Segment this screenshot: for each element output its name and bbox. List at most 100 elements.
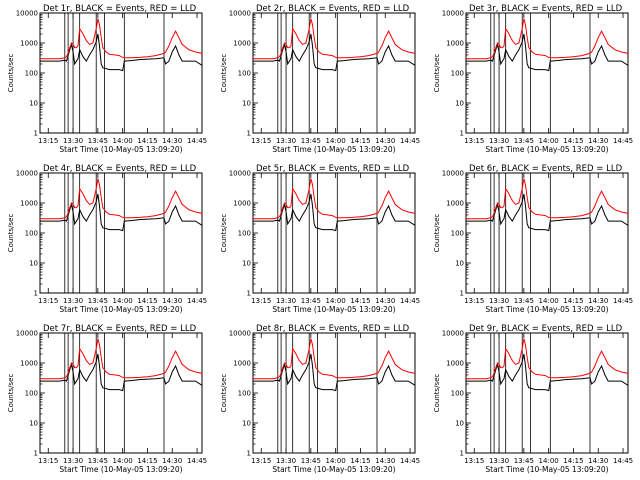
series-events-line <box>253 353 416 392</box>
y-axis-label: Counts/sec <box>433 214 441 253</box>
y-tick-label: 1 <box>247 130 251 138</box>
x-axis-label: Start Time (10-May-05 13:09:20) <box>272 465 395 474</box>
series-lld-line <box>466 338 629 380</box>
x-tick-label: 14:00 <box>113 457 133 465</box>
panel-title: Det 3r, BLACK = Events, RED = LLD <box>469 4 623 14</box>
x-tick-label: 14:30 <box>588 137 608 145</box>
x-tick-label: 13:45 <box>514 297 534 305</box>
panel-title: Det 6r, BLACK = Events, RED = LLD <box>469 164 623 174</box>
x-tick-label: 14:30 <box>162 137 182 145</box>
plot-frame <box>252 332 416 454</box>
x-tick-label: 14:30 <box>588 457 608 465</box>
y-axis-label: Counts/sec <box>7 54 15 93</box>
y-tick-label: 10 <box>242 260 251 268</box>
x-axis-label: Start Time (10-May-05 13:09:20) <box>272 145 395 154</box>
series-events-line <box>40 33 203 72</box>
panel-det-8r: Det 8r, BLACK = Events, RED = LLD 1 10 100 1… <box>220 324 420 474</box>
panel-det-4r: Det 4r, BLACK = Events, RED = LLD 1 10 100 1… <box>7 164 207 314</box>
panel-title: Det 7r, BLACK = Events, RED = LLD <box>43 324 197 334</box>
x-tick-label: 13:15 <box>38 137 58 145</box>
y-tick-label: 100 <box>25 70 38 78</box>
x-tick-label: 14:45 <box>400 457 420 465</box>
series-events-line <box>40 353 203 392</box>
y-tick-label: 1 <box>247 290 251 298</box>
y-tick-label: 1000 <box>446 360 464 368</box>
y-axis-label: Counts/sec <box>220 214 228 253</box>
x-tick-label: 13:30 <box>276 297 296 305</box>
x-tick-label: 14:30 <box>375 137 395 145</box>
y-tick-label: 100 <box>451 230 464 238</box>
plot-frame <box>465 332 629 454</box>
x-tick-label: 14:30 <box>162 297 182 305</box>
x-tick-label: 14:45 <box>187 137 207 145</box>
x-tick-label: 13:45 <box>88 137 108 145</box>
series-lld-line <box>466 18 629 60</box>
series-lld-line <box>253 338 416 380</box>
x-tick-label: 13:30 <box>489 137 509 145</box>
y-tick-label: 10000 <box>442 330 464 338</box>
x-axis-label: Start Time (10-May-05 13:09:20) <box>59 305 182 314</box>
y-axis-label: Counts/sec <box>220 54 228 93</box>
y-tick-label: 10000 <box>16 10 38 18</box>
y-tick-label: 1000 <box>20 360 38 368</box>
panel-det-2r: Det 2r, BLACK = Events, RED = LLD 1 10 100 1… <box>220 4 420 154</box>
y-tick-label: 1 <box>34 450 38 458</box>
y-tick-label: 10 <box>29 420 38 428</box>
x-tick-label: 13:30 <box>489 297 509 305</box>
x-tick-label: 13:45 <box>301 297 321 305</box>
x-tick-label: 14:45 <box>400 297 420 305</box>
y-tick-label: 10 <box>29 260 38 268</box>
x-tick-label: 14:15 <box>563 457 583 465</box>
y-tick-label: 10 <box>29 100 38 108</box>
series-events-line <box>466 353 629 392</box>
y-tick-label: 100 <box>25 230 38 238</box>
panel-det-1r: Det 1r, BLACK = Events, RED = LLD 1 10 100 1… <box>7 4 207 154</box>
x-axis-label: Start Time (10-May-05 13:09:20) <box>59 145 182 154</box>
panel-det-6r: Det 6r, BLACK = Events, RED = LLD 1 10 100 1… <box>433 164 633 314</box>
y-tick-label: 1000 <box>446 200 464 208</box>
series-events-line <box>466 33 629 72</box>
x-tick-label: 13:15 <box>464 457 484 465</box>
x-tick-label: 14:15 <box>350 457 370 465</box>
series-events-line <box>40 193 203 232</box>
plot-frame <box>39 12 203 134</box>
x-axis-label: Start Time (10-May-05 13:09:20) <box>272 305 395 314</box>
series-lld-line <box>40 178 203 220</box>
x-tick-label: 14:00 <box>113 297 133 305</box>
y-tick-label: 100 <box>451 390 464 398</box>
x-tick-label: 13:45 <box>514 137 534 145</box>
x-tick-label: 14:00 <box>113 137 133 145</box>
x-tick-label: 13:45 <box>514 457 534 465</box>
x-tick-label: 14:45 <box>613 457 633 465</box>
panel-title: Det 2r, BLACK = Events, RED = LLD <box>256 4 410 14</box>
y-tick-label: 1000 <box>20 40 38 48</box>
x-tick-label: 14:30 <box>588 297 608 305</box>
x-tick-label: 13:45 <box>88 297 108 305</box>
y-axis-label: Counts/sec <box>433 54 441 93</box>
series-events-line <box>466 193 629 232</box>
x-tick-label: 14:45 <box>613 297 633 305</box>
series-lld-line <box>40 338 203 380</box>
panel-det-3r: Det 3r, BLACK = Events, RED = LLD 1 10 100 1… <box>433 4 633 154</box>
series-lld-line <box>40 18 203 60</box>
x-tick-label: 13:45 <box>88 457 108 465</box>
y-tick-label: 100 <box>238 390 251 398</box>
x-axis-label: Start Time (10-May-05 13:09:20) <box>485 145 608 154</box>
x-tick-label: 14:00 <box>326 457 346 465</box>
y-tick-label: 10 <box>242 100 251 108</box>
plot-frame <box>39 332 203 454</box>
panel-title: Det 5r, BLACK = Events, RED = LLD <box>256 164 410 174</box>
x-tick-label: 14:15 <box>137 457 157 465</box>
y-tick-label: 1 <box>34 130 38 138</box>
panel-title: Det 4r, BLACK = Events, RED = LLD <box>43 164 197 174</box>
y-tick-label: 100 <box>451 70 464 78</box>
x-tick-label: 14:00 <box>326 297 346 305</box>
y-tick-label: 1000 <box>233 360 251 368</box>
x-tick-label: 13:15 <box>464 137 484 145</box>
y-tick-label: 100 <box>238 70 251 78</box>
y-tick-label: 10000 <box>442 170 464 178</box>
plot-frame <box>39 172 203 294</box>
x-tick-label: 14:30 <box>375 457 395 465</box>
x-tick-label: 13:30 <box>276 457 296 465</box>
x-axis-label: Start Time (10-May-05 13:09:20) <box>485 305 608 314</box>
